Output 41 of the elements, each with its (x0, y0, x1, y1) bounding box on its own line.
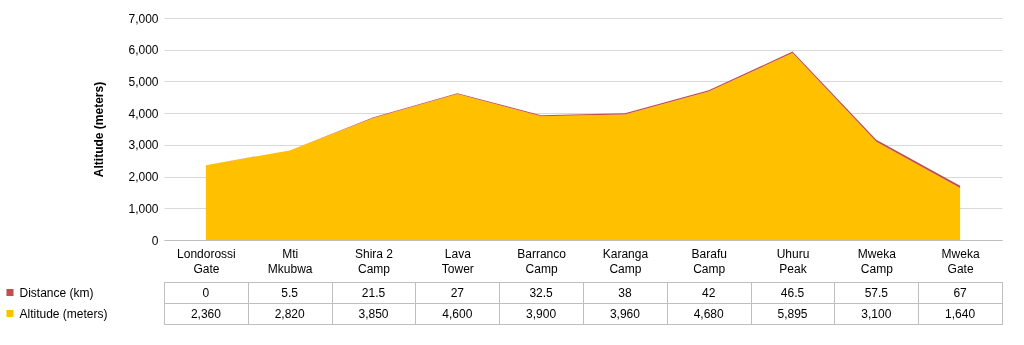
data-label: 38 (618, 285, 632, 300)
y-tick-label: 0 (151, 233, 159, 248)
data-label: 2,360 (190, 306, 222, 321)
y-tick-label: 4,000 (128, 106, 159, 121)
data-label: 2,820 (274, 306, 306, 321)
data-label: 21.5 (361, 285, 386, 300)
x-tick-label: Uhuru Peak (776, 246, 810, 276)
data-label: 32.5 (529, 285, 554, 300)
y-tick-label: 1,000 (128, 201, 159, 216)
y-axis-title: Altitude (meters) (92, 81, 107, 178)
data-label: 27 (450, 285, 465, 300)
y-tick-label: 7,000 (128, 11, 159, 26)
data-label: 5,895 (777, 306, 808, 321)
x-tick-label: Mweka Gate (941, 246, 980, 276)
y-tick-label: 2,000 (128, 170, 159, 185)
y-tick-label: 3,000 (128, 138, 159, 153)
data-label: 46.5 (780, 285, 805, 300)
x-tick-label: Lava Tower (441, 246, 474, 276)
data-label: 1,640 (945, 306, 976, 321)
legend-label: Distance (km) (19, 286, 94, 300)
y-tick-label: 6,000 (128, 43, 159, 58)
data-label: 4,680 (693, 306, 725, 321)
x-tick-label: Shira 2 Camp (354, 246, 394, 276)
data-label: 57.5 (864, 285, 889, 300)
data-label: 4,600 (442, 306, 473, 321)
x-tick-label: Londorossi Gate (177, 246, 236, 276)
legend-label: Altitude (meters) (19, 307, 108, 321)
data-label: 5.5 (281, 285, 299, 300)
data-label: 0 (202, 285, 210, 300)
x-tick-label: Barranco Camp (517, 246, 567, 276)
data-label: 3,960 (609, 306, 641, 321)
x-tick-label: Mweka Camp (857, 246, 897, 276)
y-tick-label: 5,000 (128, 74, 159, 89)
data-label: 3,100 (861, 306, 892, 321)
data-label: 3,900 (526, 306, 557, 321)
x-tick-label: Barafu Camp (691, 246, 727, 276)
data-label: 3,850 (358, 306, 389, 321)
data-label: 42 (702, 285, 716, 300)
x-tick-label: Mti Mkubwa (267, 246, 313, 276)
x-tick-label: Karanga Camp (602, 246, 649, 276)
data-label: 67 (953, 285, 968, 300)
